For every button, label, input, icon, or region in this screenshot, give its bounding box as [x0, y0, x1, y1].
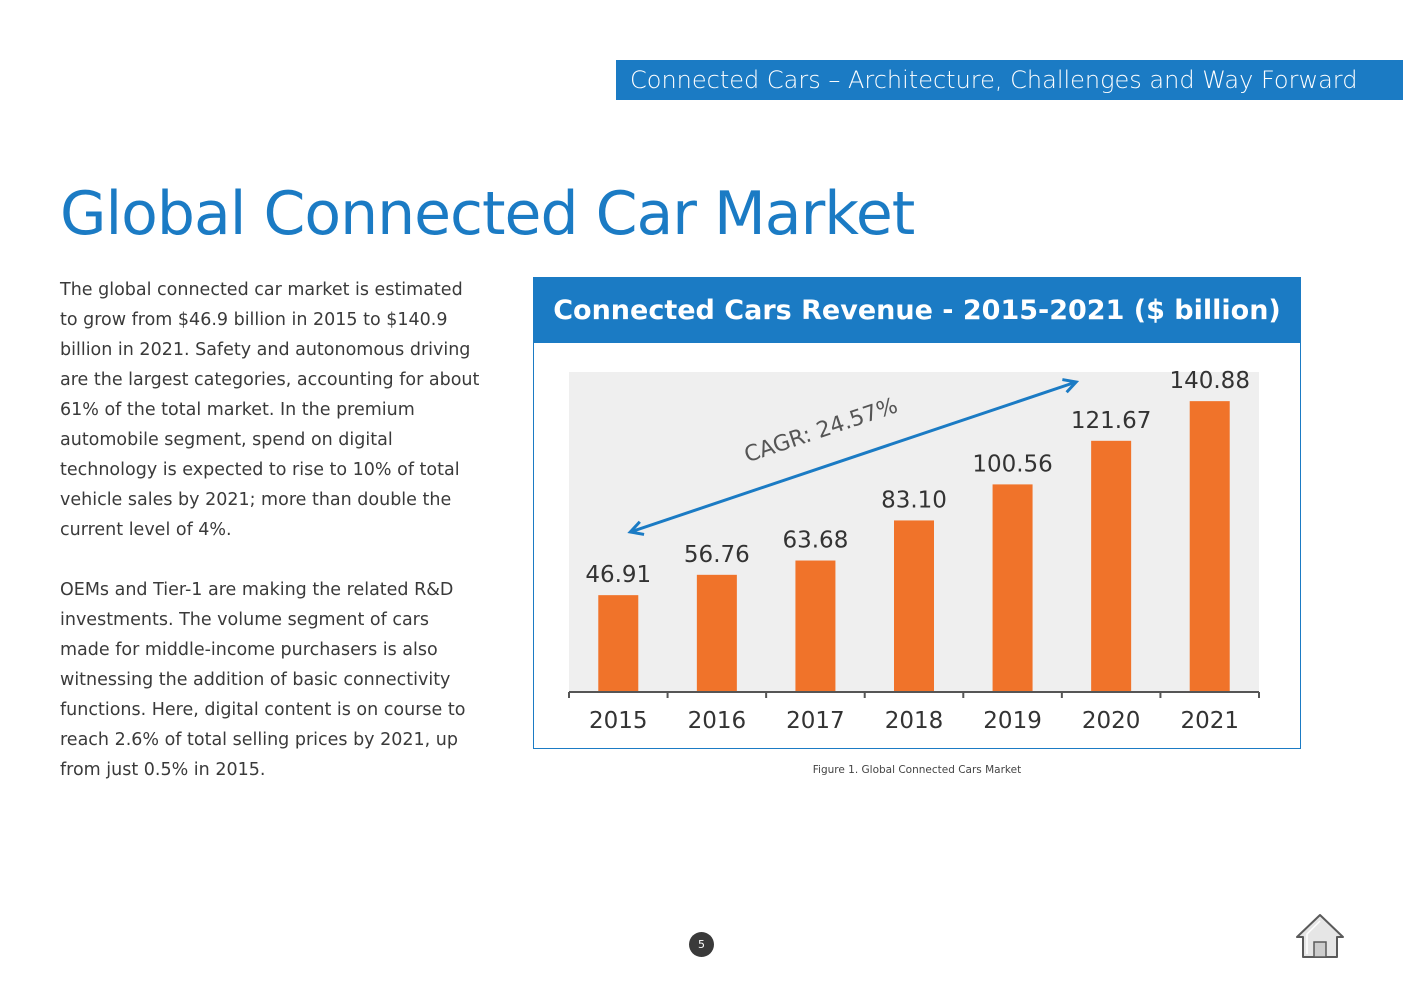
bar-2015	[598, 595, 639, 692]
value-label-2018: 83.10	[881, 487, 947, 513]
bar-2019	[992, 484, 1033, 692]
figure-caption: Figure 1. Global Connected Cars Market	[812, 764, 1022, 776]
value-label-2016: 56.76	[684, 542, 750, 568]
home-icon	[1296, 914, 1344, 958]
x-tick-label-2017: 2017	[786, 708, 845, 734]
cagr-arrow-head	[627, 520, 645, 536]
x-tick-label-2016: 2016	[688, 708, 747, 734]
value-label-2019: 100.56	[972, 451, 1052, 477]
cagr-arrow-line	[629, 380, 1077, 534]
x-tick-label-2018: 2018	[885, 708, 944, 734]
page-number: 5	[689, 932, 714, 957]
header-band-text: Connected Cars – Architecture, Challenge…	[630, 66, 1358, 94]
value-label-2015: 46.91	[585, 562, 651, 588]
body-paragraph-1: The global connected car market is estim…	[60, 280, 480, 540]
home-button[interactable]	[1294, 912, 1346, 960]
bar-2017	[795, 560, 836, 692]
page-title: Global Connected Car Market	[60, 179, 915, 249]
x-tick-label-2021: 2021	[1180, 708, 1239, 734]
header-band: Connected Cars – Architecture, Challenge…	[616, 60, 1403, 100]
bar-2021	[1189, 401, 1230, 692]
body-text: The global connected car market is estim…	[60, 275, 480, 815]
chart-title: Connected Cars Revenue - 2015-2021 ($ bi…	[553, 295, 1281, 326]
value-label-2020: 121.67	[1071, 408, 1151, 434]
chart-plot: 46.91 56.76 63.68 83.10 100.56 121.67 140.88 20…	[568, 368, 1260, 734]
chart-title-bar: Connected Cars Revenue - 2015-2021 ($ bi…	[534, 278, 1300, 343]
value-label-2021: 140.88	[1169, 368, 1249, 394]
x-tick-label-2015: 2015	[589, 708, 648, 734]
revenue-chart: Connected Cars Revenue - 2015-2021 ($ bi…	[533, 277, 1301, 749]
cagr-arrow-head	[1062, 378, 1080, 394]
bar-2018	[894, 520, 934, 692]
x-tick-label-2020: 2020	[1082, 708, 1141, 734]
bar-2020	[1091, 440, 1132, 692]
bar-2016	[696, 574, 737, 692]
body-paragraph-2: OEMs and Tier-1 are making the related R…	[60, 580, 466, 780]
value-label-2017: 63.68	[782, 528, 848, 554]
x-tick-label-2019: 2019	[983, 708, 1042, 734]
